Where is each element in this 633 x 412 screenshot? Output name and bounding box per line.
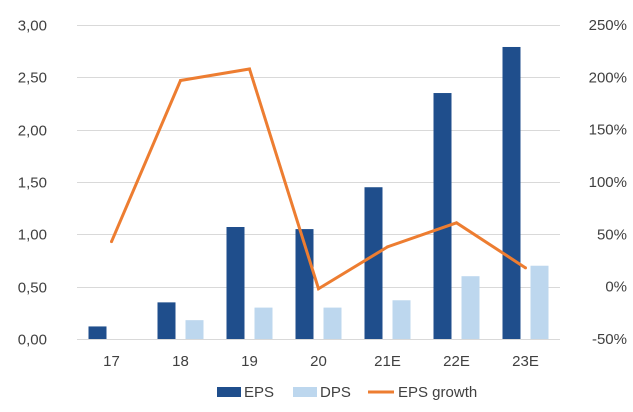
gridlines [77,25,560,340]
right-axis: -50% 0% 50% 100% 150% 200% 250% [589,17,627,348]
x-tick-label: 23E [512,353,539,370]
left-tick-label: 0,50 [18,280,47,297]
right-tick-label: 0% [605,279,627,296]
right-tick-label: 50% [597,226,627,243]
legend-label: DPS [320,384,351,401]
bar-dps-20 [323,307,342,339]
line-point-22E [455,221,458,225]
bar-eps-17 [88,326,107,339]
legend: EPS DPS EPS growth [217,384,477,401]
line-point-20 [317,287,320,291]
right-tick-label: 250% [589,17,627,34]
legend-swatch-dps [293,387,317,397]
line-eps-growth [110,67,527,292]
left-tick-label: 2,00 [18,123,47,140]
bar-dps-23E [530,265,549,339]
line-point-17 [110,240,113,244]
bar-eps-18 [157,302,176,339]
bar-eps-19 [226,227,245,339]
legend-label: EPS [244,384,274,401]
x-tick-label: 22E [443,353,470,370]
left-tick-label: 3,00 [18,18,47,35]
left-tick-label: 1,50 [18,175,47,192]
right-tick-label: 100% [589,174,627,191]
left-axis: 0,00 0,50 1,00 1,50 2,00 2,50 3,00 [18,18,47,349]
bar-dps-19 [254,307,273,339]
bar-eps-22E [433,93,452,340]
right-tick-label: 150% [589,122,627,139]
bar-eps-23E [502,46,521,339]
left-tick-label: 2,50 [18,70,47,87]
line-point-21E [386,245,389,249]
x-axis: 17 18 19 20 21E 22E 23E [77,339,560,370]
left-tick-label: 0,00 [18,332,47,349]
right-tick-label: 200% [589,69,627,86]
x-tick-label: 20 [310,353,327,370]
x-tick-label: 21E [374,353,401,370]
bar-dps-22E [461,276,480,339]
bar-eps-21E [364,187,383,339]
right-tick-label: -50% [592,331,627,348]
legend-label: EPS growth [398,384,477,401]
line-point-18 [179,78,182,82]
line-point-19 [248,67,251,71]
bar-dps-21E [392,300,411,339]
legend-swatch-eps [217,387,241,397]
left-tick-label: 1,00 [18,227,47,244]
line-point-23E [524,266,527,270]
x-tick-label: 17 [103,353,120,370]
bar-dps-18 [185,320,204,339]
bar-series [88,46,549,340]
x-tick-label: 18 [172,353,189,370]
line-series [110,67,527,292]
x-tick-label: 19 [241,353,258,370]
